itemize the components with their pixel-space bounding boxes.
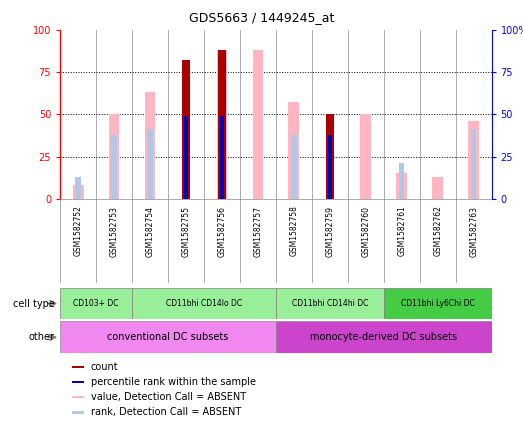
Bar bbox=[145, 92, 155, 199]
Bar bbox=[111, 135, 117, 199]
Text: GSM1582753: GSM1582753 bbox=[110, 206, 119, 257]
Bar bbox=[433, 177, 443, 199]
Bar bbox=[468, 121, 479, 199]
Text: GSM1582757: GSM1582757 bbox=[254, 206, 263, 257]
Bar bbox=[72, 396, 84, 398]
Text: CD11bhi Ly6Chi DC: CD11bhi Ly6Chi DC bbox=[401, 299, 474, 308]
Bar bbox=[276, 288, 384, 319]
Text: GSM1582763: GSM1582763 bbox=[469, 206, 478, 257]
Text: value, Detection Call = ABSENT: value, Detection Call = ABSENT bbox=[91, 392, 246, 402]
Text: GSM1582762: GSM1582762 bbox=[433, 206, 442, 256]
Bar bbox=[184, 116, 188, 199]
Text: percentile rank within the sample: percentile rank within the sample bbox=[91, 377, 256, 387]
Text: other: other bbox=[29, 332, 55, 342]
Bar bbox=[72, 411, 84, 414]
Bar bbox=[289, 102, 299, 199]
Text: GSM1582755: GSM1582755 bbox=[181, 206, 190, 257]
Text: CD11bhi CD14hi DC: CD11bhi CD14hi DC bbox=[292, 299, 368, 308]
Text: GSM1582754: GSM1582754 bbox=[145, 206, 154, 257]
Bar bbox=[276, 321, 492, 353]
Text: GSM1582758: GSM1582758 bbox=[289, 206, 298, 256]
Text: GSM1582752: GSM1582752 bbox=[74, 206, 83, 256]
Bar bbox=[60, 288, 132, 319]
Bar bbox=[253, 50, 263, 199]
Bar bbox=[132, 288, 276, 319]
Text: GSM1582756: GSM1582756 bbox=[218, 206, 226, 257]
Text: CD11bhi CD14lo DC: CD11bhi CD14lo DC bbox=[166, 299, 242, 308]
Text: CD103+ DC: CD103+ DC bbox=[73, 299, 119, 308]
Bar bbox=[72, 381, 84, 383]
Bar bbox=[399, 163, 404, 199]
Bar bbox=[60, 321, 276, 353]
Bar bbox=[360, 114, 371, 199]
Text: GSM1582760: GSM1582760 bbox=[361, 206, 370, 257]
Bar bbox=[73, 185, 84, 199]
Text: GDS5663 / 1449245_at: GDS5663 / 1449245_at bbox=[189, 11, 334, 24]
Bar bbox=[326, 114, 334, 199]
Text: monocyte-derived DC subsets: monocyte-derived DC subsets bbox=[310, 332, 457, 342]
Text: conventional DC subsets: conventional DC subsets bbox=[107, 332, 229, 342]
Bar bbox=[384, 288, 492, 319]
Bar bbox=[182, 60, 190, 199]
Bar bbox=[396, 173, 407, 199]
Bar bbox=[328, 135, 332, 199]
Bar bbox=[217, 50, 228, 199]
Bar bbox=[75, 177, 81, 199]
Bar bbox=[72, 365, 84, 368]
Text: GSM1582759: GSM1582759 bbox=[325, 206, 334, 257]
Bar bbox=[471, 129, 476, 199]
Text: count: count bbox=[91, 362, 118, 372]
Text: cell type: cell type bbox=[13, 299, 55, 308]
Bar bbox=[109, 114, 119, 199]
Bar bbox=[218, 50, 226, 199]
Bar bbox=[291, 135, 297, 199]
Text: GSM1582761: GSM1582761 bbox=[397, 206, 406, 256]
Bar bbox=[147, 129, 153, 199]
Text: rank, Detection Call = ABSENT: rank, Detection Call = ABSENT bbox=[91, 407, 241, 418]
Bar bbox=[220, 116, 224, 199]
